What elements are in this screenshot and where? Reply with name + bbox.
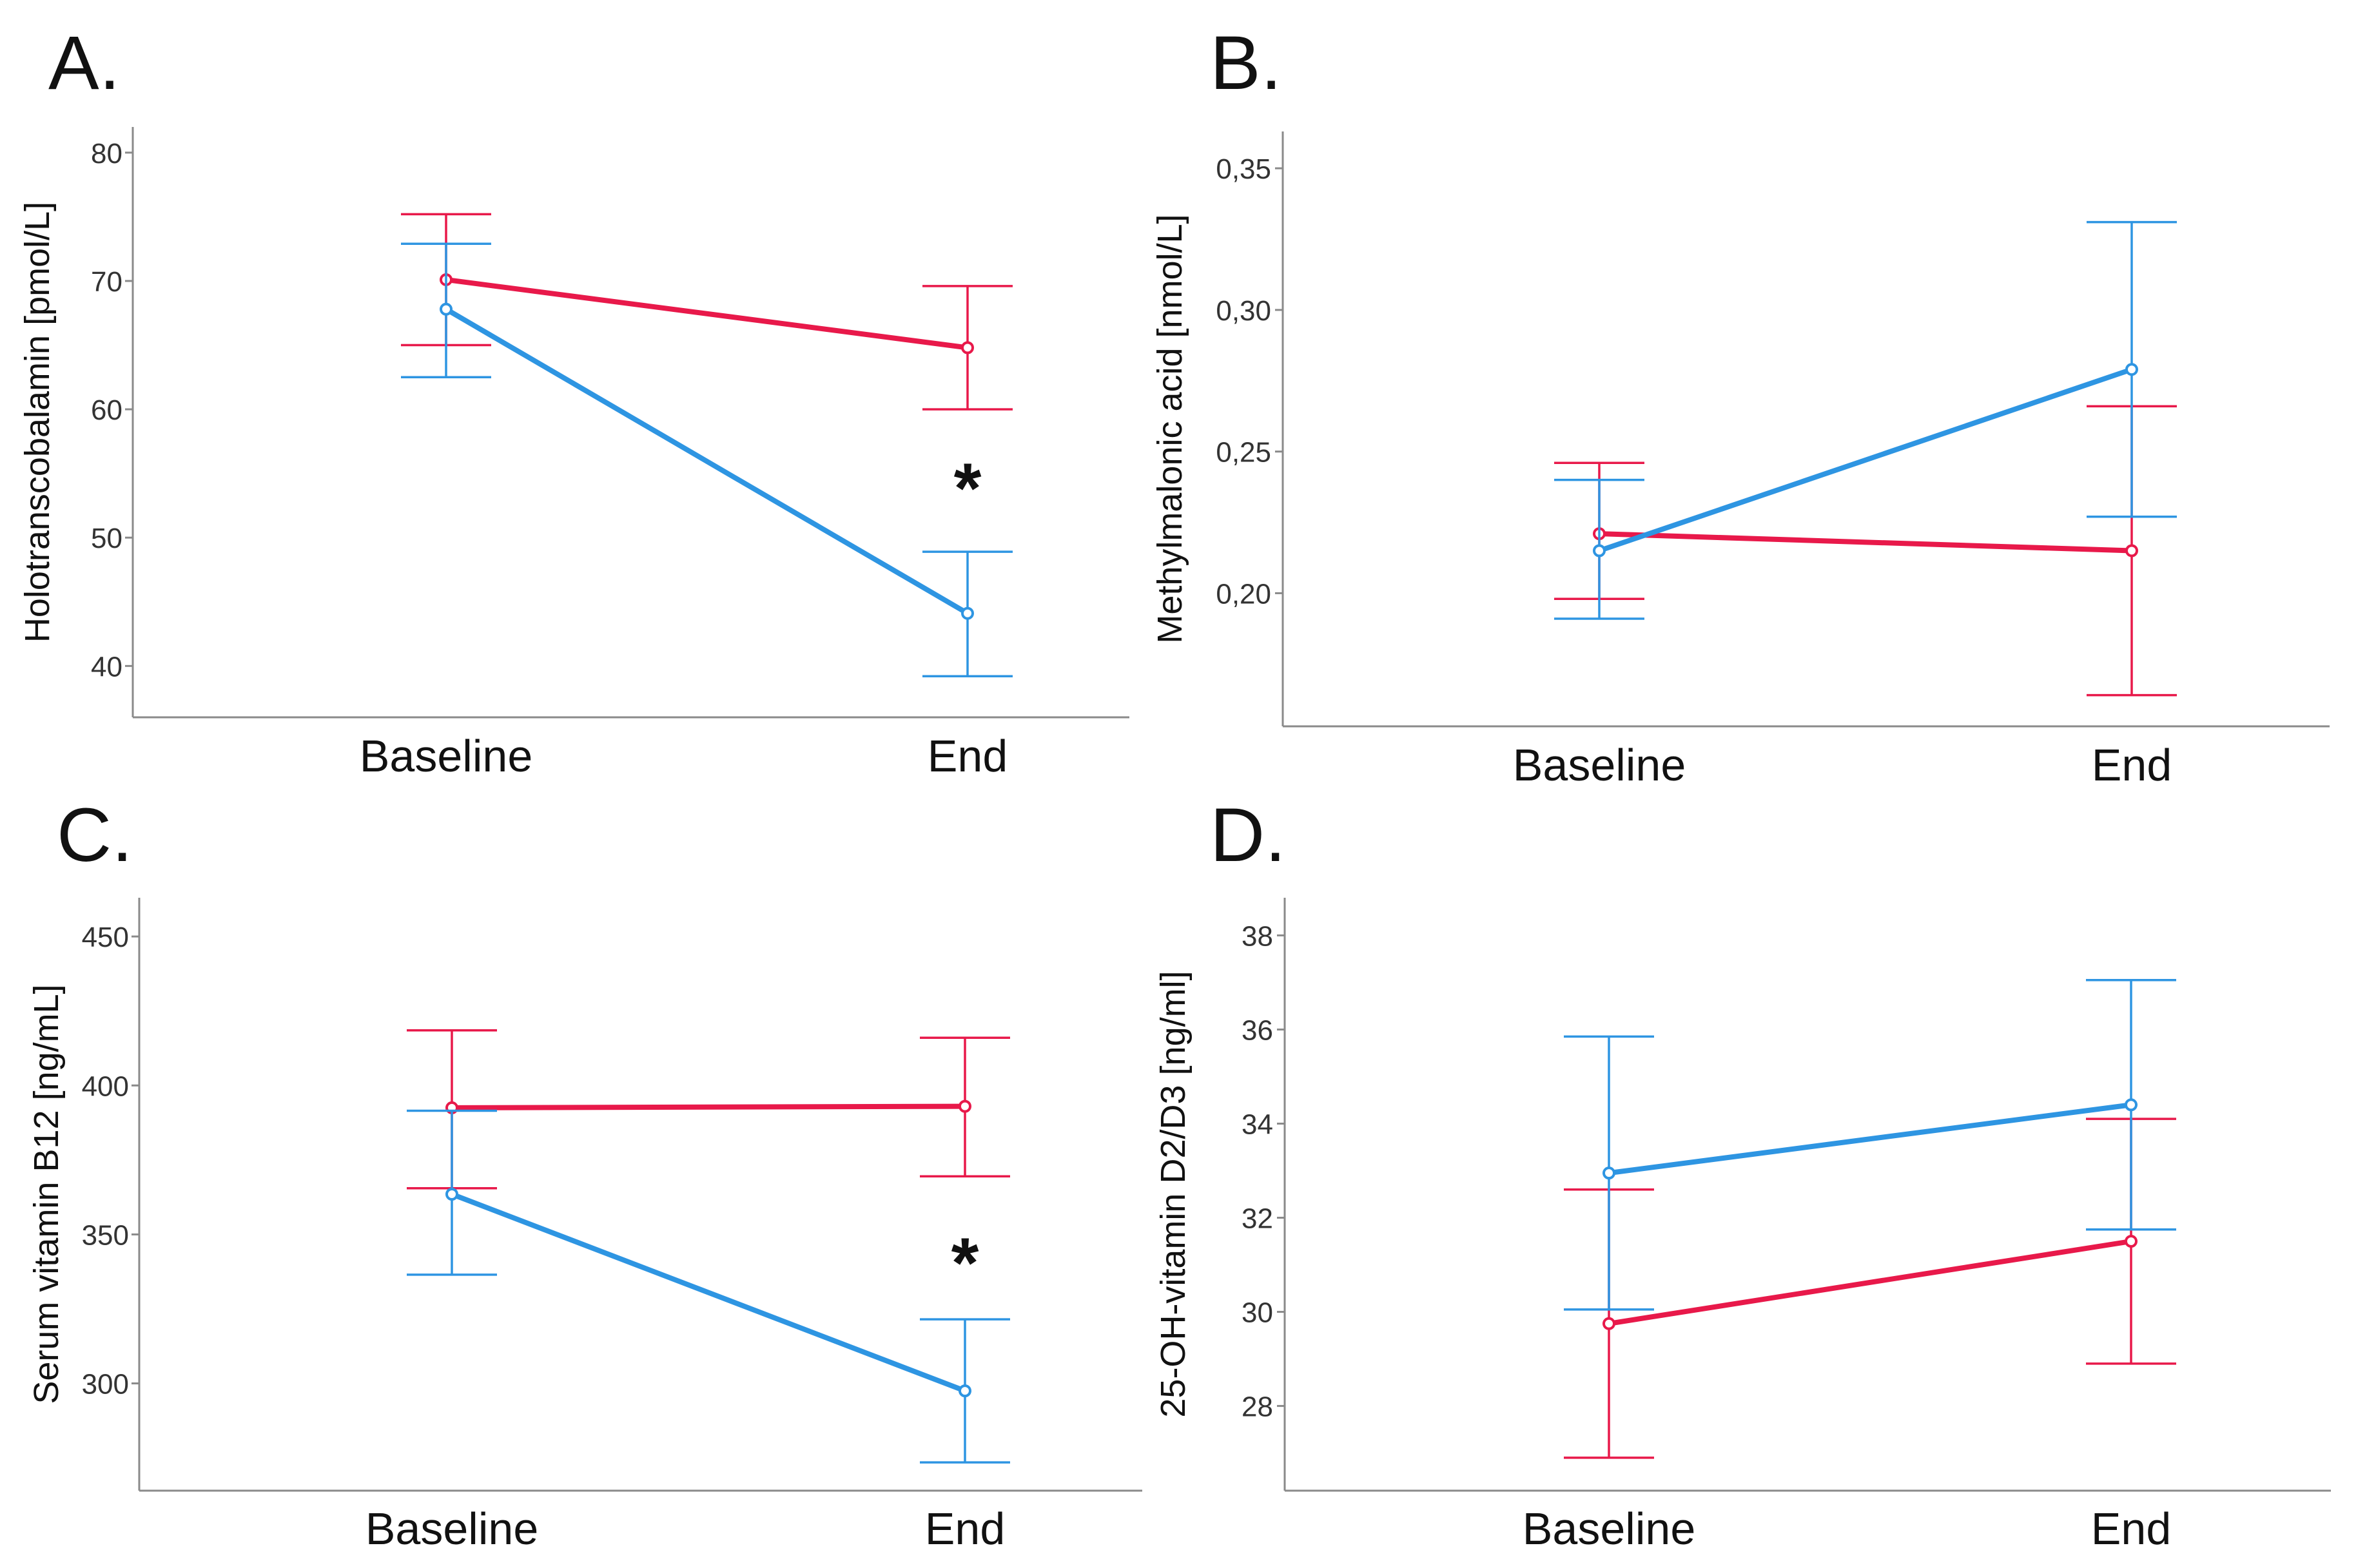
data-point	[961, 341, 974, 354]
y-tick-label: 30	[1242, 1297, 1273, 1329]
panel-label: B.	[1210, 21, 1282, 106]
data-point	[2125, 1235, 2138, 1248]
y-tick-label: 32	[1242, 1203, 1273, 1235]
data-point	[961, 606, 974, 620]
x-category-label: End	[928, 731, 1008, 781]
y-tick-label: 70	[91, 266, 122, 298]
y-tick-label: 0,30	[1216, 295, 1271, 327]
panel-label: C.	[57, 793, 133, 878]
series-line	[443, 306, 970, 616]
y-tick-label: 60	[91, 394, 122, 426]
data-point	[2125, 363, 2138, 376]
y-tick-label: 38	[1242, 920, 1273, 952]
y-tick-label: 400	[82, 1070, 129, 1102]
chart-panel-d: D. 28 30 32 34 36 38 25-OH-vitamin D2/D3 [ng/ml…	[1154, 793, 2331, 1554]
data-point	[1602, 1166, 1615, 1180]
y-axis-title: Serum vitamin B12 [ng/mL]	[27, 984, 66, 1404]
y-tick-label: 300	[82, 1369, 129, 1400]
series-line	[443, 276, 970, 351]
x-category-label: End	[2091, 1504, 2172, 1554]
series-line	[1606, 1102, 2134, 1176]
y-tick-label: 450	[82, 922, 129, 953]
x-category-label: Baseline	[365, 1504, 539, 1554]
series-red	[401, 213, 1013, 411]
series-blue	[401, 242, 1013, 678]
panel-label: A.	[48, 21, 121, 106]
data-point	[1602, 1317, 1615, 1330]
y-axis-title: Methylmalonic acid [nmol/L]	[1151, 214, 1189, 643]
chart-panel-a: A. 40 50 60 70 80 Holotranscobalamin [pmol/L] B…	[18, 21, 1129, 781]
series-line	[449, 1103, 968, 1110]
y-tick-label: 350	[82, 1219, 129, 1251]
series-line	[1597, 367, 2134, 554]
y-tick-label: 36	[1242, 1014, 1273, 1046]
data-point	[1593, 544, 1606, 557]
data-point	[2125, 544, 2138, 557]
y-tick-label: 80	[91, 138, 122, 169]
y-tick-label: 0,35	[1216, 153, 1271, 185]
series-line	[1606, 1239, 2134, 1326]
y-tick-label: 34	[1242, 1108, 1273, 1140]
y-tick-label: 0,20	[1216, 578, 1271, 610]
data-point	[959, 1384, 971, 1398]
panel-label: D.	[1210, 793, 1286, 878]
x-category-label: End	[925, 1504, 1006, 1554]
significance-star: *	[954, 449, 982, 528]
series-red	[1554, 405, 2177, 697]
data-point	[440, 302, 453, 316]
series-line	[1597, 531, 2134, 554]
chart-panel-b: B. 0,20 0,25 0,30 0,35 Methylmalonic acid [nm…	[1151, 21, 2330, 790]
y-axis-title: 25-OH-vitamin D2/D3 [ng/ml]	[1154, 971, 1193, 1417]
data-point	[959, 1099, 971, 1113]
data-point	[2125, 1098, 2138, 1112]
y-tick-label: 28	[1242, 1391, 1273, 1423]
x-category-label: Baseline	[1523, 1504, 1696, 1554]
chart-panel-c: C. 300 350 400 450 Serum vitamin B12 [ng/mL] B…	[27, 793, 1142, 1554]
data-point	[445, 1188, 458, 1201]
series-blue	[1554, 220, 2177, 620]
series-red	[407, 1029, 1010, 1190]
x-category-label: Baseline	[360, 731, 533, 781]
y-tick-label: 0,25	[1216, 437, 1271, 469]
x-category-label: Baseline	[1513, 740, 1686, 790]
series-blue	[407, 1109, 1010, 1464]
significance-star: *	[951, 1223, 979, 1302]
x-category-label: End	[2092, 740, 2172, 790]
y-axis-title: Holotranscobalamin [pmol/L]	[18, 202, 57, 643]
series-red	[1564, 1118, 2176, 1459]
y-tick-label: 40	[91, 651, 122, 682]
series-blue	[1564, 979, 2176, 1311]
series-line	[449, 1192, 968, 1394]
y-tick-label: 50	[91, 523, 122, 554]
